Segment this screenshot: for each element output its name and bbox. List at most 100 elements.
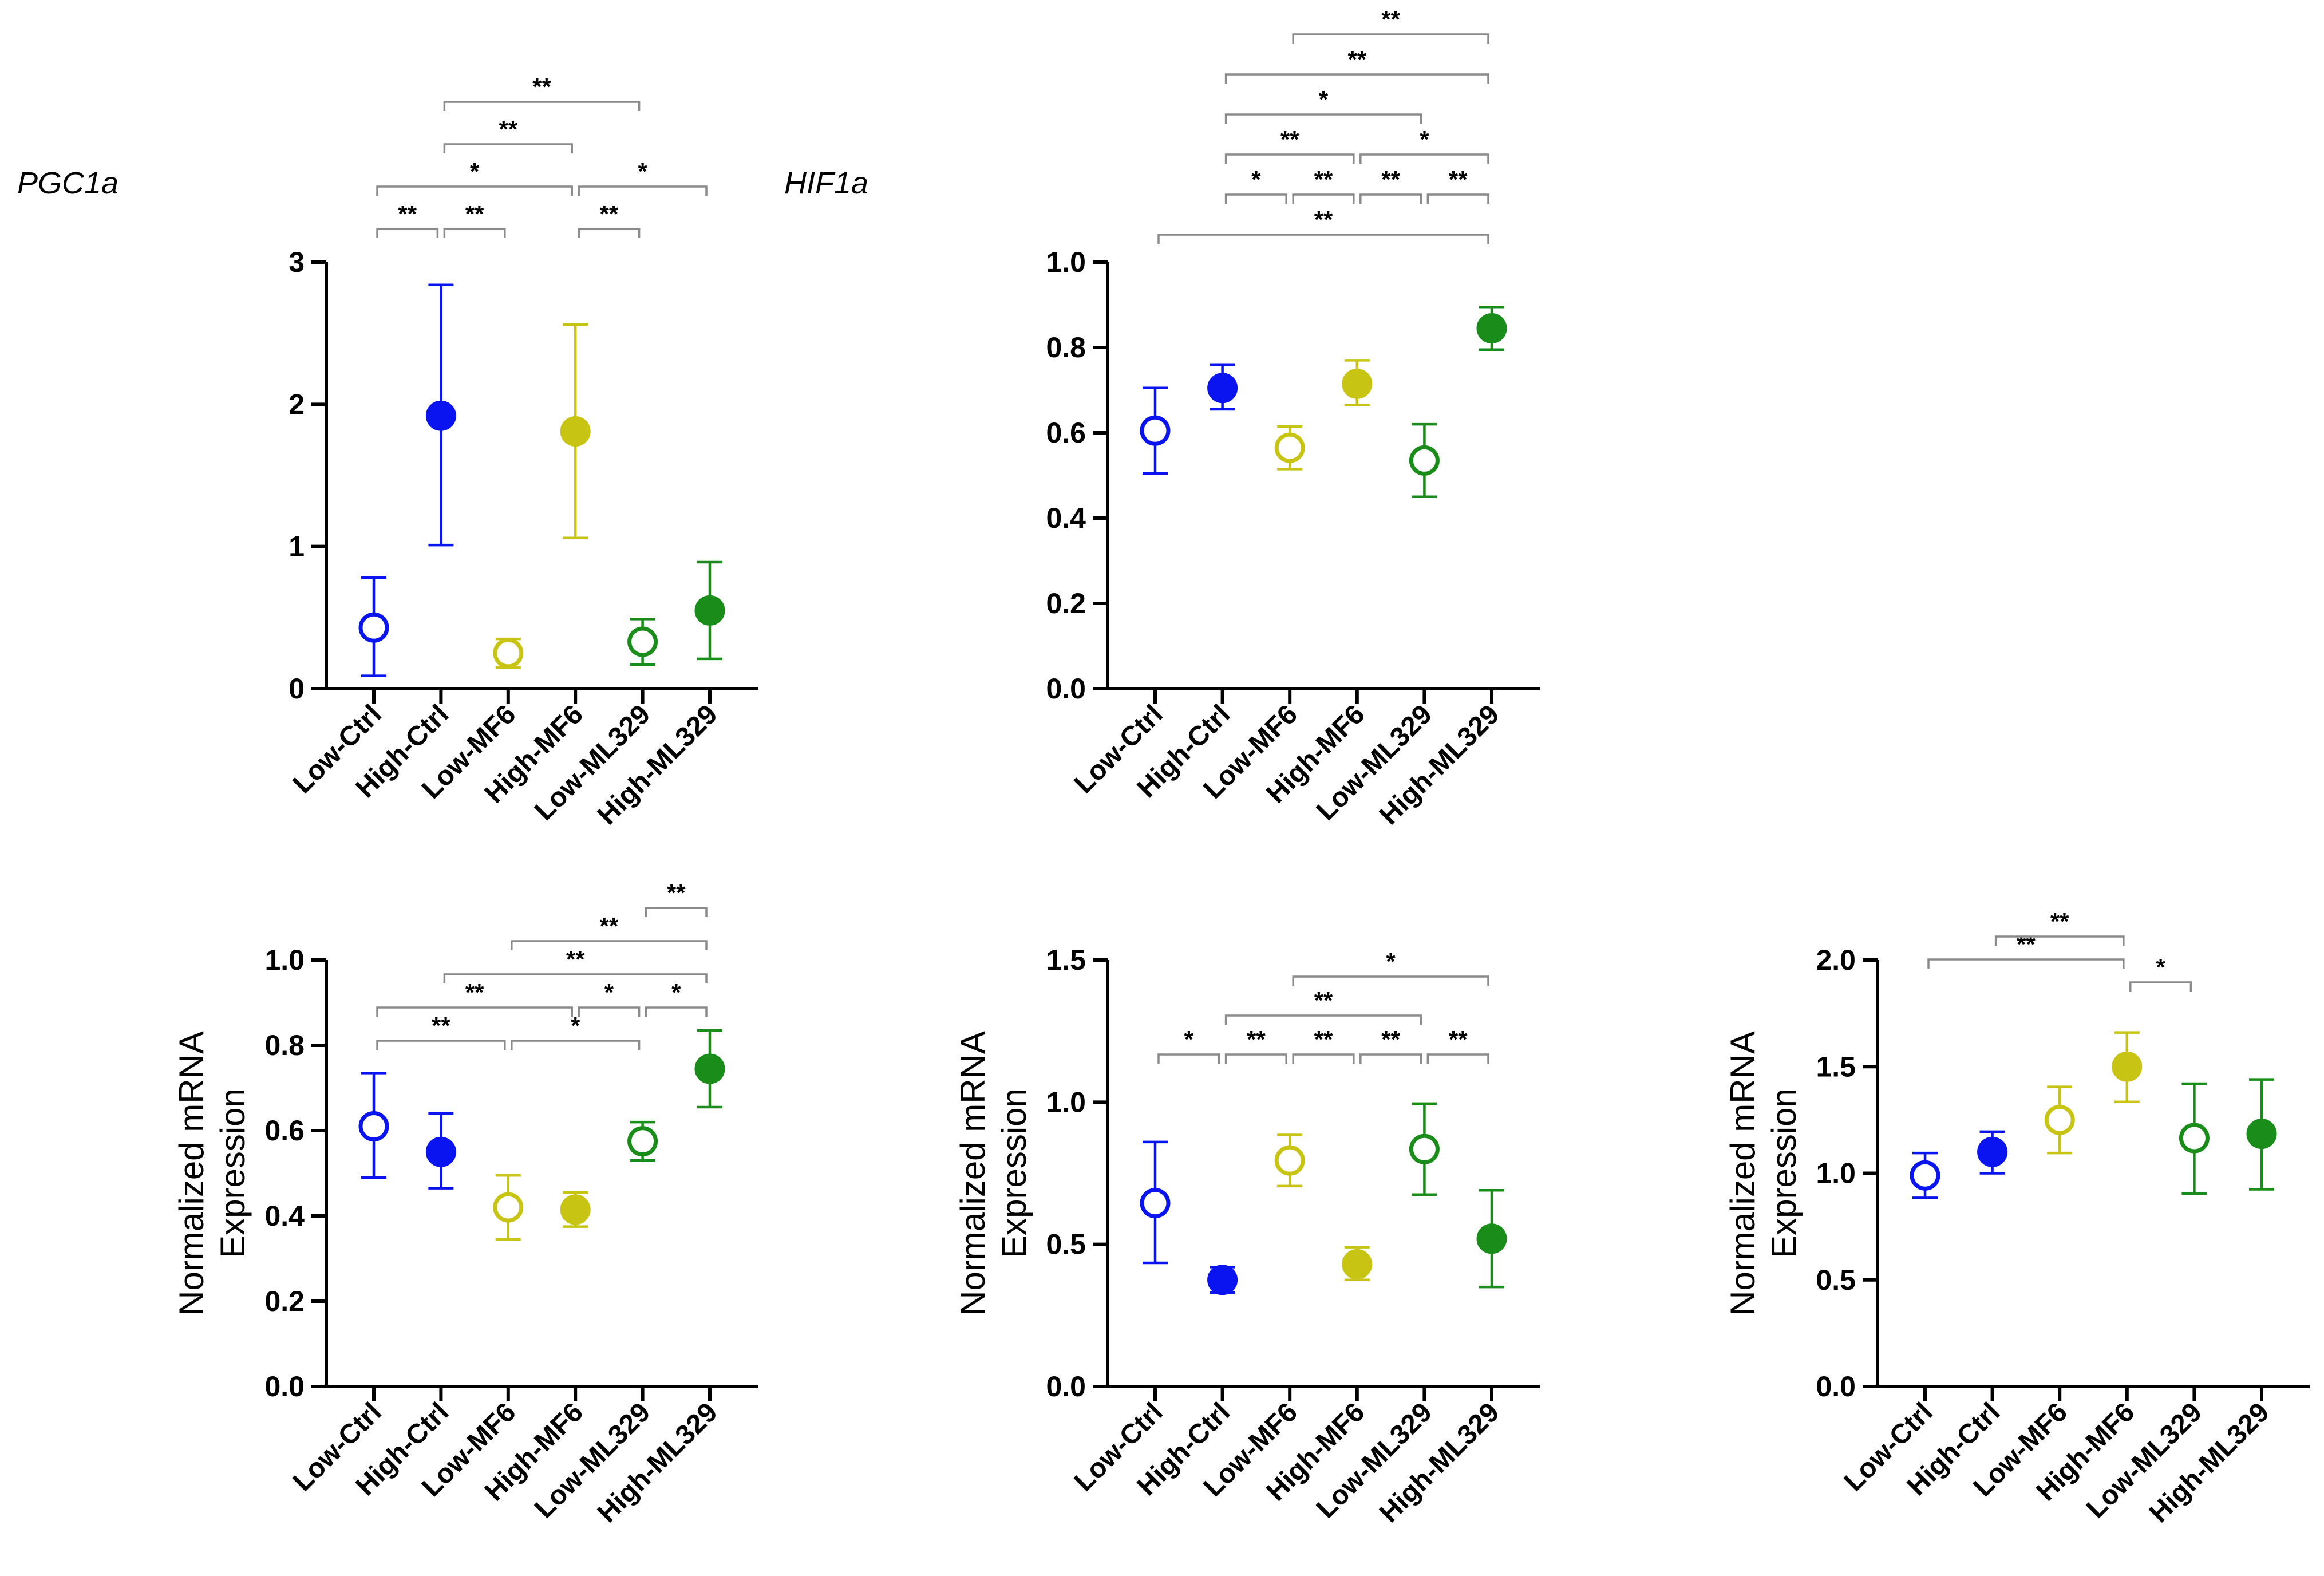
data-point — [2044, 1104, 2075, 1135]
significance-label: ** — [2050, 908, 2069, 935]
y-tick-label: 1.5 — [1816, 1050, 1856, 1083]
data-point — [2246, 1119, 2277, 1150]
data-point — [1342, 1249, 1373, 1279]
significance-label: * — [1386, 948, 1396, 975]
significance-bracket — [1994, 935, 2125, 946]
data-point — [1274, 432, 1305, 463]
data-point — [1274, 1145, 1305, 1176]
chart-hif1a: HIF1a0.00.20.40.60.81.0Low-CtrlHigh-Ctrl… — [784, 6, 1540, 831]
y-tick-label: 0.4 — [264, 1200, 305, 1232]
y-axis-label-line: Expression — [214, 1088, 252, 1258]
significance-label: * — [1251, 166, 1261, 193]
chart-title: PGC1a — [17, 166, 118, 200]
y-axis-label: Normalized mRNAExpression — [1724, 1031, 1803, 1316]
significance-label: * — [638, 158, 647, 185]
y-tick-label: 0.5 — [1046, 1229, 1086, 1261]
significance-bracket — [1224, 1053, 1287, 1064]
significance-label: ** — [1280, 126, 1299, 153]
data-point — [358, 1111, 389, 1142]
chart-bottom-middle: Normalized mRNAExpression0.00.51.01.5Low… — [954, 944, 1540, 1528]
y-tick-label: 2 — [288, 388, 305, 420]
significance-label: ** — [465, 200, 484, 227]
significance-label: ** — [667, 879, 686, 906]
data-point — [560, 416, 591, 447]
significance-label: ** — [1247, 1026, 1266, 1053]
y-tick-label: 1 — [288, 531, 305, 563]
y-tick-label: 1.0 — [1046, 1086, 1086, 1118]
data-point — [694, 1053, 725, 1084]
y-tick-label: 0.2 — [264, 1285, 305, 1317]
significance-label: ** — [499, 116, 517, 143]
chart-title: HIF1a — [784, 166, 868, 200]
significance-label: ** — [1381, 6, 1400, 33]
data-point — [2179, 1123, 2210, 1154]
significance-bracket — [1359, 193, 1422, 204]
significance-label: * — [1420, 126, 1429, 153]
significance-bracket — [443, 143, 573, 153]
significance-label: * — [1184, 1026, 1194, 1053]
significance-bracket — [1292, 193, 1355, 204]
significance-bracket — [1426, 193, 1489, 204]
data-point — [493, 638, 524, 669]
significance-bracket — [376, 185, 573, 196]
y-tick-label: 1.0 — [264, 944, 305, 976]
y-axis-label-line: Normalized mRNA — [1724, 1031, 1762, 1316]
data-point — [358, 612, 389, 643]
significance-label: * — [470, 158, 480, 185]
y-tick-label: 1.0 — [1046, 246, 1086, 278]
significance-label: ** — [398, 200, 417, 227]
data-point — [1207, 373, 1238, 404]
significance-bracket — [376, 228, 439, 238]
significance-label: * — [1319, 86, 1329, 113]
y-axis-label-line: Normalized mRNA — [172, 1031, 211, 1316]
significance-label: ** — [2017, 931, 2036, 958]
data-point — [627, 626, 658, 657]
data-point — [694, 595, 725, 626]
significance-bracket — [1224, 113, 1422, 124]
significance-bracket — [511, 1040, 641, 1050]
y-tick-label: 0.6 — [1046, 417, 1086, 449]
data-point — [1910, 1160, 1940, 1191]
significance-label: * — [571, 1012, 580, 1039]
significance-bracket — [1359, 1053, 1422, 1064]
significance-label: * — [2156, 954, 2165, 981]
significance-label: ** — [1314, 987, 1333, 1014]
significance-label: ** — [1381, 166, 1400, 193]
significance-bracket — [578, 228, 641, 238]
data-point — [627, 1126, 658, 1157]
data-point — [1409, 445, 1440, 476]
significance-label: ** — [600, 913, 619, 939]
y-tick-label: 0.0 — [1816, 1370, 1856, 1403]
significance-bracket — [1224, 153, 1355, 164]
y-tick-label: 2.0 — [1816, 944, 1856, 976]
significance-bracket — [578, 1006, 641, 1017]
significance-label: ** — [1347, 46, 1366, 73]
y-tick-label: 3 — [288, 246, 305, 278]
significance-label: ** — [1449, 166, 1468, 193]
data-point — [1140, 1188, 1171, 1219]
significance-label: * — [604, 979, 614, 1006]
significance-bracket — [376, 1006, 573, 1017]
data-point — [1977, 1136, 2008, 1167]
data-point — [493, 1192, 524, 1223]
significance-bracket — [1426, 1053, 1489, 1064]
y-axis-label-line: Normalized mRNA — [954, 1031, 992, 1316]
data-point — [1476, 313, 1507, 343]
y-tick-label: 0 — [288, 673, 305, 705]
significance-bracket — [1927, 958, 2125, 969]
significance-bracket — [1224, 73, 1489, 84]
significance-bracket — [1157, 234, 1489, 244]
significance-bracket — [645, 907, 708, 917]
significance-label: ** — [532, 73, 551, 100]
significance-label: ** — [1314, 206, 1333, 233]
significance-label: ** — [465, 979, 484, 1006]
y-tick-label: 1.0 — [1816, 1158, 1856, 1190]
significance-bracket — [1224, 193, 1287, 204]
significance-label: * — [671, 979, 681, 1006]
data-point — [425, 400, 456, 431]
significance-bracket — [578, 185, 708, 196]
y-axis-label-line: Expression — [995, 1088, 1033, 1258]
y-axis-label-line: Expression — [1765, 1088, 1803, 1258]
significance-bracket — [376, 1040, 506, 1050]
